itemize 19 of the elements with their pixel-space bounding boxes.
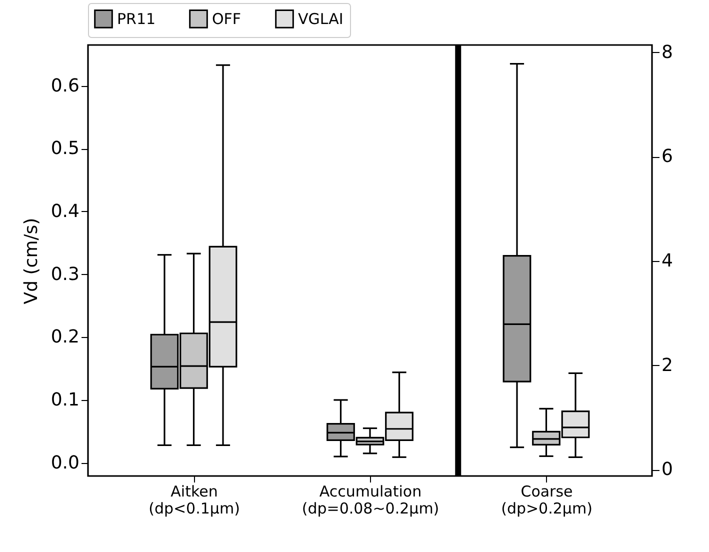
x-tick-label: Accumulation (dp=0.08~0.2μm)	[302, 482, 440, 518]
y-tick-label: 0.0	[50, 452, 80, 474]
y2-tick-label: 6	[662, 146, 673, 168]
x-tick-label: Aitken (dp<0.1μm)	[148, 482, 240, 518]
y-axis-title: Vd (cm/s)	[20, 218, 42, 304]
y-tick-label: 0.2	[50, 326, 80, 348]
y-tick-label: 0.5	[50, 138, 80, 160]
y2-tick-label: 2	[662, 354, 673, 376]
y2-tick-label: 0	[662, 459, 673, 480]
y-tick-label: 0.4	[50, 200, 80, 222]
y-tick-label: 0.1	[50, 389, 80, 410]
y2-tick-label: 8	[662, 42, 673, 63]
legend-label: PR11	[117, 10, 156, 28]
y-tick-label: 0.6	[50, 75, 80, 96]
legend-label: VGLAI	[298, 10, 344, 28]
legend-label: OFF	[212, 10, 242, 28]
y-tick-label: 0.3	[50, 264, 80, 285]
x-tick-label: Coarse (dp>0.2μm)	[501, 482, 592, 518]
y2-tick-label: 4	[662, 250, 673, 272]
